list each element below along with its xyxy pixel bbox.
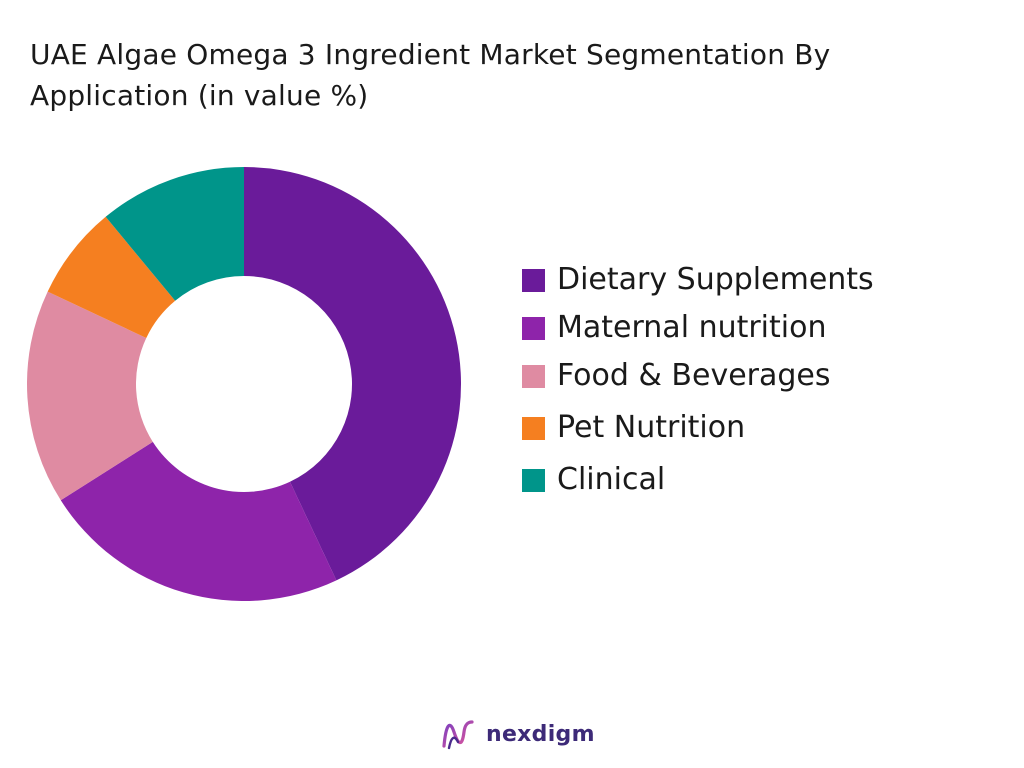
legend-label: Dietary Supplements (557, 262, 874, 297)
donut-slice-food-beverages (27, 291, 153, 501)
brand-name: nexdigm (486, 721, 595, 747)
legend-swatch (522, 416, 545, 440)
legend-item-food-beverages: Food & Beverages (522, 356, 831, 396)
legend-swatch (522, 316, 545, 340)
donut-slice-maternal-nutrition (60, 441, 337, 601)
legend-swatch (522, 364, 545, 388)
legend-swatch (522, 268, 545, 292)
legend-label: Maternal nutrition (557, 310, 827, 345)
legend-item-pet-nutrition: Pet Nutrition (522, 408, 745, 448)
legend-item-clinical: Clinical (522, 460, 665, 500)
legend-item-maternal-nutrition: Maternal nutrition (522, 308, 827, 348)
brand-logo: nexdigm (440, 716, 595, 752)
legend-label: Food & Beverages (557, 358, 831, 393)
donut-slice-pet-nutrition (47, 216, 176, 339)
nexdigm-logo-icon (442, 720, 474, 750)
legend-label: Pet Nutrition (557, 410, 746, 445)
donut-slice-clinical (105, 167, 245, 301)
legend-item-dietary-supplements: Dietary Supplements (522, 260, 874, 300)
legend-swatch (522, 468, 545, 492)
donut-slice-dietary-supplements (244, 167, 462, 581)
chart-title: UAE Algae Omega 3 Ingredient Market Segm… (30, 38, 831, 112)
legend-label: Clinical (557, 462, 666, 497)
